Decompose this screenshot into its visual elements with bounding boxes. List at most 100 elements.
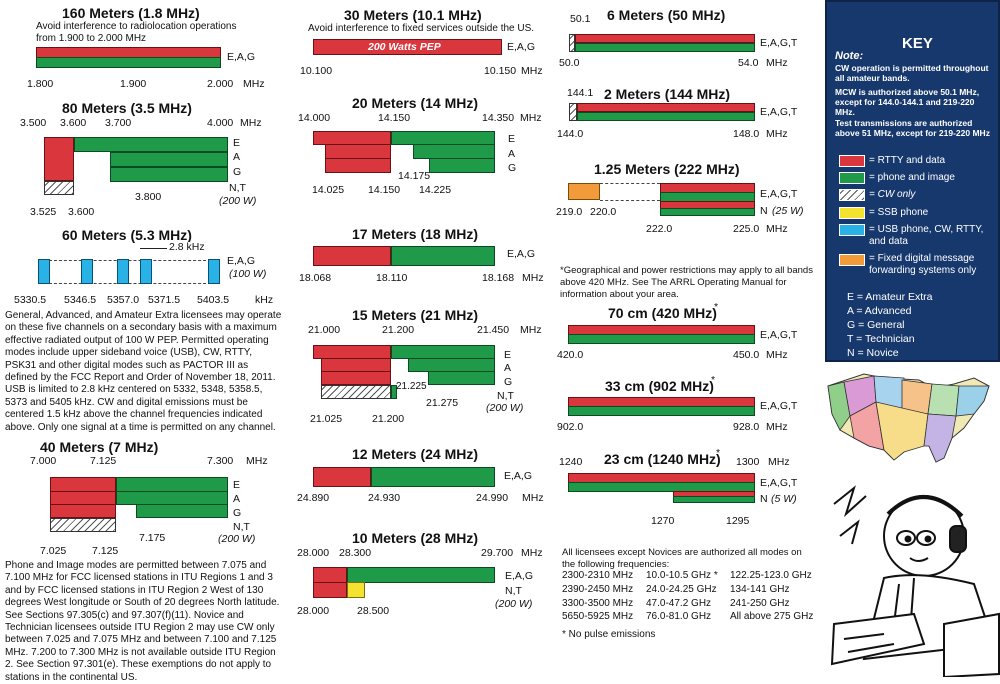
band-60m-channel-2 bbox=[81, 259, 93, 284]
legend-cw-swatch bbox=[839, 189, 865, 201]
band-60m-classes: E,A,G bbox=[227, 255, 256, 267]
band-12m-rtty-bar bbox=[313, 467, 371, 487]
band-40m-unit: MHz bbox=[246, 455, 268, 467]
band-2m-f2: 148.0 bbox=[733, 128, 760, 140]
band-60m-dash-bottom bbox=[44, 283, 216, 284]
band-10m-phone-bar bbox=[347, 567, 495, 583]
band-160m-note: Avoid interference to radiolocation oper… bbox=[36, 21, 237, 45]
band-10m-rtty-e bbox=[313, 567, 347, 583]
band-15m-phone-nt bbox=[391, 385, 397, 399]
band-2m-cw-bar bbox=[569, 103, 577, 121]
band-40m-f4: 7.175 bbox=[139, 532, 166, 544]
band-23cm-phone-n bbox=[673, 496, 755, 503]
band-40m-f5: 7.025 bbox=[40, 545, 67, 557]
band-17m-rtty-bar bbox=[313, 246, 391, 266]
band-10m-f5: 28.500 bbox=[357, 605, 390, 617]
band-40m-f6: 7.125 bbox=[92, 545, 119, 557]
band-33cm-classes: E,A,G,T bbox=[760, 400, 798, 412]
band-60m-channel-3 bbox=[117, 259, 129, 284]
band-12m-f2: 24.930 bbox=[368, 492, 401, 504]
band-60m-channel-5 bbox=[208, 259, 220, 284]
band-15m-rtty-g bbox=[321, 371, 391, 385]
band-10m-title: 10 Meters (28 MHz) bbox=[352, 530, 479, 546]
shf-footnote: * No pulse emissions bbox=[562, 629, 656, 640]
band-40m-class-a: A bbox=[233, 493, 241, 505]
legend-ssb-swatch bbox=[839, 207, 865, 219]
band-33cm-phone-bar bbox=[568, 406, 755, 416]
band-80m-class-g: G bbox=[233, 166, 242, 178]
band-12m-classes: E,A,G bbox=[504, 470, 533, 482]
shf-freq: 134-141 GHz bbox=[730, 584, 790, 595]
band-15m-unit: MHz bbox=[520, 324, 542, 336]
band-60m-channel-1 bbox=[38, 259, 50, 284]
band-17m-phone-bar bbox=[391, 246, 495, 266]
band-23cm-f3: 1270 bbox=[651, 515, 675, 527]
band-12m-f3: 24.990 bbox=[476, 492, 509, 504]
band-6m-rtty-bar bbox=[575, 34, 755, 43]
band-15m-f6: 21.025 bbox=[310, 413, 343, 425]
band-125m-phone-n bbox=[660, 208, 755, 216]
band-40m-cw-bar bbox=[50, 518, 116, 532]
band-15m-class-a: A bbox=[504, 362, 512, 374]
band-80m-f3: 3.700 bbox=[105, 117, 132, 129]
band-80m-unit: MHz bbox=[240, 117, 262, 129]
band-15m-phone-e bbox=[391, 345, 495, 359]
band-60m-ch1-label: 5330.5 bbox=[14, 294, 47, 306]
band-15m-class-g: G bbox=[504, 376, 513, 388]
band-15m-title: 15 Meters (21 MHz) bbox=[352, 307, 479, 323]
band-10m-power: (200 W) bbox=[495, 598, 533, 610]
shf-freq: 2300-2310 MHz bbox=[562, 570, 634, 581]
band-40m-phone-a bbox=[116, 491, 228, 505]
shf-freq: All above 275 GHz bbox=[730, 611, 814, 622]
band-20m-rtty-g bbox=[325, 158, 391, 173]
key-class: A = Advanced bbox=[847, 305, 912, 317]
band-160m-f3: 2.000 bbox=[207, 78, 234, 90]
band-23cm-star: * bbox=[716, 447, 721, 459]
band-23cm-title: 23 cm (1240 MHz) bbox=[604, 451, 721, 467]
band-60m-power: (100 W) bbox=[229, 268, 267, 280]
band-70cm-f2: 450.0 bbox=[733, 349, 760, 361]
band-20m-f7: 14.225 bbox=[419, 184, 452, 196]
band-30m-note: Avoid interference to fixed services out… bbox=[308, 23, 535, 34]
band-20m-phone-a bbox=[413, 144, 495, 159]
band-60m-ch4-label: 5371.5 bbox=[148, 294, 181, 306]
legend-fixed-label: = Fixed digital message forwarding syste… bbox=[869, 253, 977, 276]
band-60m-dash-top bbox=[44, 260, 216, 261]
band-10m-f4: 28.000 bbox=[297, 605, 330, 617]
band-20m-phone-g bbox=[429, 158, 495, 173]
band-33cm-title: 33 cm (902 MHz) bbox=[605, 378, 714, 394]
us-call-district-map bbox=[827, 373, 990, 463]
band-125m-f4: 225.0 bbox=[733, 223, 760, 235]
band-2m-f0: 144.1 bbox=[567, 87, 594, 99]
band-40m-rtty-e bbox=[50, 477, 116, 492]
band-40m-f1: 7.000 bbox=[30, 455, 57, 467]
band-30m-rtty-bar bbox=[313, 39, 502, 55]
band-20m-class-a: A bbox=[508, 148, 516, 160]
band-17m-classes: E,A,G bbox=[507, 248, 536, 260]
band-30m-pep: 200 Watts PEP bbox=[368, 41, 441, 53]
band-60m-ch3-label: 5357.0 bbox=[107, 294, 140, 306]
band-20m-rtty-a bbox=[325, 144, 391, 159]
band-15m-rtty-e bbox=[313, 345, 391, 359]
band-80m-cw-bar bbox=[44, 181, 74, 195]
band-17m-f1: 18.068 bbox=[299, 272, 332, 284]
band-30m-unit: MHz bbox=[521, 65, 543, 77]
band-70cm-phone-bar bbox=[568, 334, 755, 344]
band-40m-title: 40 Meters (7 MHz) bbox=[40, 439, 159, 455]
band-10m-ssb-bar bbox=[347, 582, 365, 598]
geo-restrictions-note: *Geographical and power restrictions may… bbox=[560, 265, 813, 300]
key-class: E = Amateur Extra bbox=[847, 291, 933, 303]
band-125m-title: 1.25 Meters (222 MHz) bbox=[594, 161, 740, 177]
band-80m-f7: 3.600 bbox=[68, 206, 95, 218]
band-2m-classes: E,A,G,T bbox=[760, 106, 798, 118]
band-6m-unit: MHz bbox=[766, 57, 788, 69]
band-60m-unit: kHz bbox=[255, 294, 274, 306]
band-15m-f1: 21.000 bbox=[308, 324, 341, 336]
band-6m-phone-bar bbox=[575, 43, 755, 52]
band-23cm-classes: E,A,G,T bbox=[760, 477, 798, 489]
band-20m-f3: 14.350 bbox=[482, 112, 515, 124]
band-2m-f1: 144.0 bbox=[557, 128, 584, 140]
band-80m-f4: 4.000 bbox=[207, 117, 234, 129]
radio-operator-cartoon bbox=[830, 485, 1000, 677]
key-note-head: Note: bbox=[835, 50, 864, 62]
